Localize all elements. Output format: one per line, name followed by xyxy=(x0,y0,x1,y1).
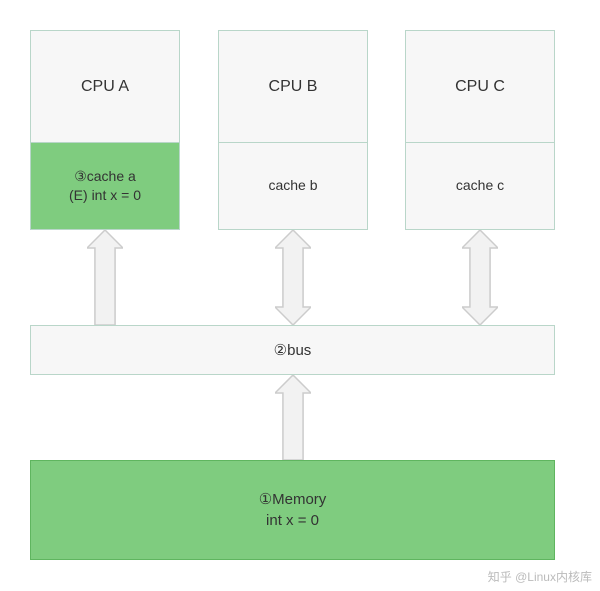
bus-label: ②bus xyxy=(274,340,312,361)
cache-a-box: ③cache a (E) int x = 0 xyxy=(31,143,179,229)
memory-box: ①Memory int x = 0 xyxy=(30,460,555,560)
arrow-cpu-a-bus xyxy=(87,230,123,325)
cache-c-box: cache c xyxy=(406,143,554,229)
cpu-b-label: CPU B xyxy=(219,31,367,143)
memory-line1: ①Memory xyxy=(259,489,327,510)
cache-b-line1: cache b xyxy=(268,176,317,196)
arrow-cpu-b-bus xyxy=(275,230,311,325)
watermark-text: 知乎 @Linux内核库 xyxy=(488,568,592,585)
memory-line2: int x = 0 xyxy=(266,510,319,531)
cache-a-line2: (E) int x = 0 xyxy=(69,186,141,206)
cpu-b-box: CPU B cache b xyxy=(218,30,368,230)
cache-b-box: cache b xyxy=(219,143,367,229)
diagram-root: CPU A ③cache a (E) int x = 0 CPU B cache… xyxy=(0,0,600,591)
cpu-c-box: CPU C cache c xyxy=(405,30,555,230)
cache-c-line1: cache c xyxy=(456,176,504,196)
bus-box: ②bus xyxy=(30,325,555,375)
cpu-c-label: CPU C xyxy=(406,31,554,143)
arrow-memory-bus xyxy=(275,375,311,460)
cache-a-line1: ③cache a xyxy=(74,167,136,187)
arrow-cpu-c-bus xyxy=(462,230,498,325)
cpu-a-box: CPU A ③cache a (E) int x = 0 xyxy=(30,30,180,230)
cpu-a-label: CPU A xyxy=(31,31,179,143)
